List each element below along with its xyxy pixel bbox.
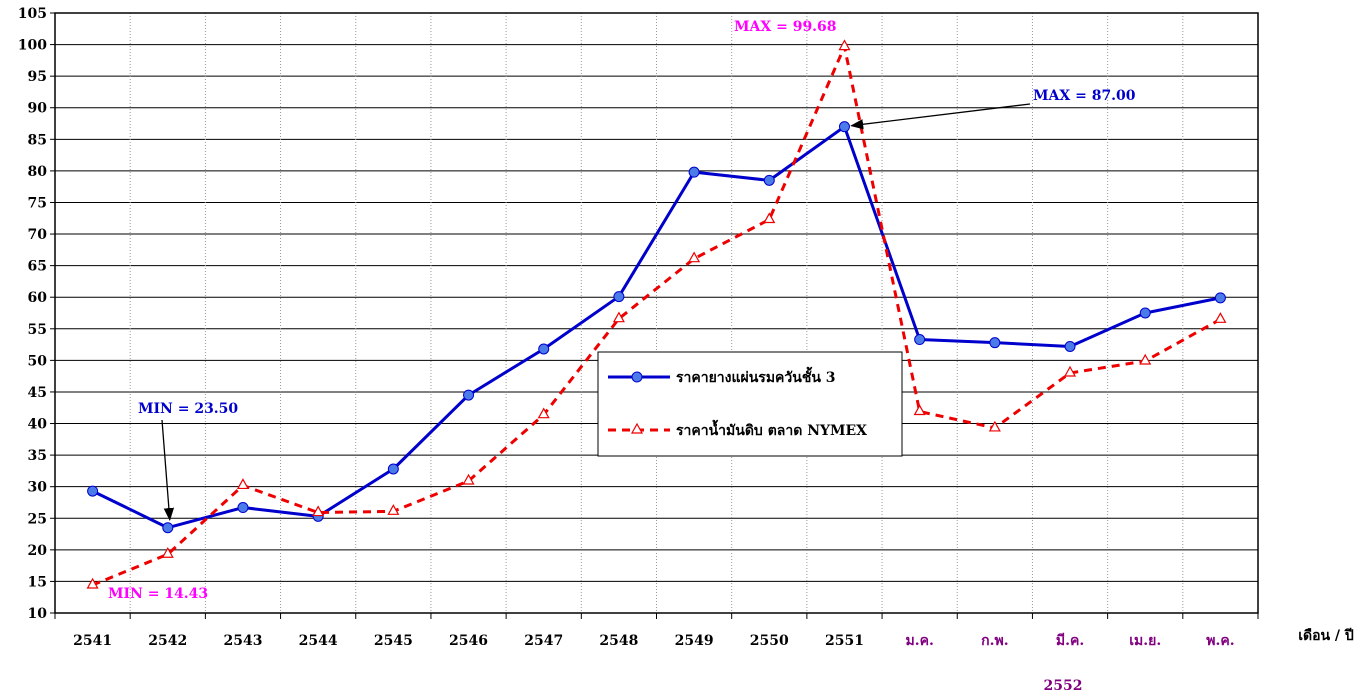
annotation-arrow-min-rubber (161, 419, 175, 522)
data-point-oil (838, 39, 851, 51)
x-tick-label: 2548 (599, 633, 638, 649)
x-tick-label: ก.พ. (981, 633, 1008, 649)
y-tick-label: 20 (28, 543, 48, 559)
x-axis-title: เดือน / ปี (1298, 628, 1354, 644)
data-point-oil (462, 473, 475, 485)
y-tick-label: 75 (28, 195, 47, 211)
y-tick-label: 100 (18, 38, 47, 54)
legend-marker-rubber (631, 371, 643, 383)
x-tick-label: 2550 (750, 633, 789, 649)
x-tick-label: 2544 (299, 633, 338, 649)
series-line-oil (92, 45, 1222, 587)
data-point-oil (312, 505, 325, 517)
x-tick-label: 2542 (148, 633, 187, 649)
x-tick-label: 2551 (825, 633, 864, 649)
plot-border (54, 12, 1259, 614)
data-point-oil (537, 407, 550, 419)
y-tick-label: 65 (28, 259, 47, 275)
data-point-rubber (463, 389, 475, 401)
data-point-oil (387, 504, 400, 515)
series-line-rubber (91, 125, 1221, 530)
data-point-oil (1214, 312, 1227, 323)
y-tick-label: 60 (28, 290, 48, 306)
y-tick-label: 45 (28, 385, 47, 401)
legend-label-oil: ราคาน้ำมันดิบ ตลาด NYMEX (676, 419, 867, 439)
data-point-rubber (162, 522, 174, 534)
data-point-rubber (1064, 340, 1076, 352)
y-tick-label: 95 (28, 69, 47, 85)
x-tick-label: 2547 (524, 633, 563, 649)
legend-label-rubber: ราคายางแผ่นรมควันชั้น 3 (676, 366, 836, 386)
x-tick-label: ม.ค. (905, 633, 933, 649)
data-point-oil (688, 251, 701, 263)
data-point-rubber (1214, 292, 1226, 304)
data-point-oil (236, 478, 249, 490)
data-point-rubber (613, 291, 625, 303)
legend-marker-oil (630, 422, 644, 434)
y-tick-label: 55 (28, 322, 47, 338)
y-tick-label: 80 (28, 164, 48, 180)
x-tick-label: มี.ค. (1056, 633, 1084, 649)
axes: 10 15 20 25 30 35 40 45 50 55 60 65 70 75 80 85 90 95 100 1… (18, 6, 1259, 649)
data-point-rubber (688, 166, 700, 178)
y-tick-label: 35 (28, 448, 47, 464)
data-point-oil (1064, 365, 1077, 377)
data-point-rubber (1139, 307, 1151, 319)
series-layer (86, 39, 1227, 589)
x-tick-label: 2546 (449, 633, 488, 649)
y-tick-label: 25 (28, 511, 47, 527)
y-tick-label: 10 (28, 606, 48, 622)
x-tick-label: 2541 (73, 633, 112, 649)
legend: ราคายางแผ่นรมควันชั้น 3 ราคาน้ำมันดิบ ตล… (597, 351, 903, 457)
y-tick-label: 85 (28, 132, 47, 148)
data-point-oil (86, 577, 99, 589)
data-point-rubber (989, 337, 1001, 349)
data-point-oil (612, 311, 625, 323)
y-tick-label: 90 (28, 101, 48, 117)
x-tick-label: 2545 (374, 633, 413, 649)
y-tick-label: 40 (28, 417, 48, 433)
data-point-rubber (838, 121, 850, 133)
y-tick-label: 70 (28, 227, 48, 243)
x-tick-label: 2549 (675, 633, 714, 649)
annotation-max-oil: MAX = 99.68 (734, 19, 837, 35)
x-tick-label: พ.ค. (1206, 633, 1234, 649)
data-point-rubber (237, 502, 249, 514)
data-point-rubber (763, 174, 775, 186)
legend-box (597, 351, 903, 457)
data-point-rubber (387, 463, 399, 475)
data-point-oil (988, 420, 1001, 432)
y-tick-label: 50 (28, 353, 48, 369)
annotations: MIN = 23.50 MIN = 14.43 MAX = 99.68 MAX … (108, 19, 1136, 602)
x-tick-label: เม.ย. (1129, 633, 1161, 649)
data-point-oil (763, 212, 776, 224)
data-point-oil (161, 547, 174, 558)
data-point-rubber (87, 485, 99, 497)
data-point-oil (913, 404, 926, 416)
y-tick-label: 15 (28, 574, 47, 590)
data-point-rubber (538, 343, 550, 355)
annotation-min-rubber: MIN = 23.50 (138, 401, 238, 417)
x-tick-label: 2543 (223, 633, 262, 649)
y-tick-label: 105 (18, 6, 47, 22)
y-tick-label: 30 (28, 480, 48, 496)
data-point-oil (1139, 353, 1152, 365)
year-label-2552: 2552 (1044, 678, 1083, 694)
data-point-rubber (914, 334, 926, 346)
annotation-max-rubber: MAX = 87.00 (1033, 88, 1136, 104)
annotation-min-oil: MIN = 14.43 (108, 586, 208, 602)
annotation-arrow-max-rubber (850, 103, 1031, 130)
